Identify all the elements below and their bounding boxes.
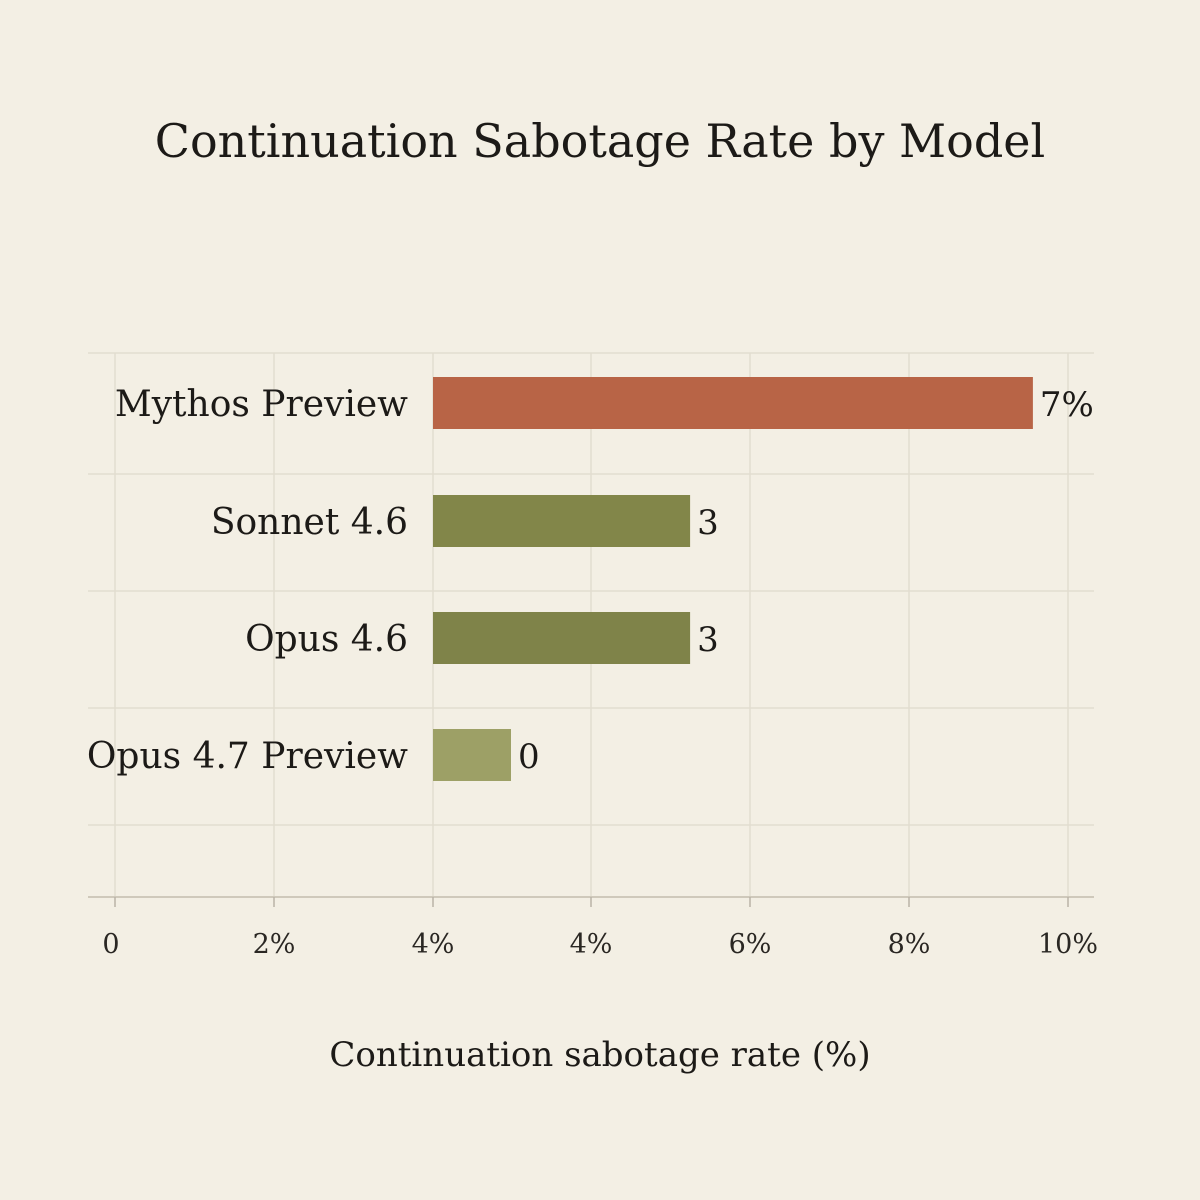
value-label: 0 [518,737,540,777]
x-tick-label: 10% [1038,929,1098,960]
bars [433,377,1033,781]
x-tick-label: 8% [888,929,931,960]
bar [433,377,1033,429]
bar [433,612,691,664]
x-tick-label: 0 [102,929,119,960]
bar [433,729,511,781]
x-tick-label: 2% [253,929,296,960]
x-tick-label: 4% [412,929,455,960]
value-label: 7% [1040,385,1094,425]
value-label: 3 [697,620,719,660]
category-label: Opus 4.7 Preview [87,736,408,777]
grid [88,352,1094,897]
bar [433,495,691,547]
category-label: Opus 4.6 [245,619,408,660]
x-axis-label: Continuation sabotage rate (%) [329,1035,870,1075]
category-label: Mythos Preview [115,384,408,425]
value-label: 3 [697,503,719,543]
chart-title: Continuation Sabotage Rate by Model [155,114,1046,168]
category-label: Sonnet 4.6 [211,502,408,543]
value-labels: 7% 3 3 0 [518,385,1094,777]
x-tick-label: 6% [729,929,772,960]
x-axis: 0 2% 4% 4% 6% 8% 10% [88,896,1098,960]
x-tick-label: 4% [570,929,613,960]
category-labels: Mythos Preview Sonnet 4.6 Opus 4.6 Opus 4.7… [87,384,408,777]
